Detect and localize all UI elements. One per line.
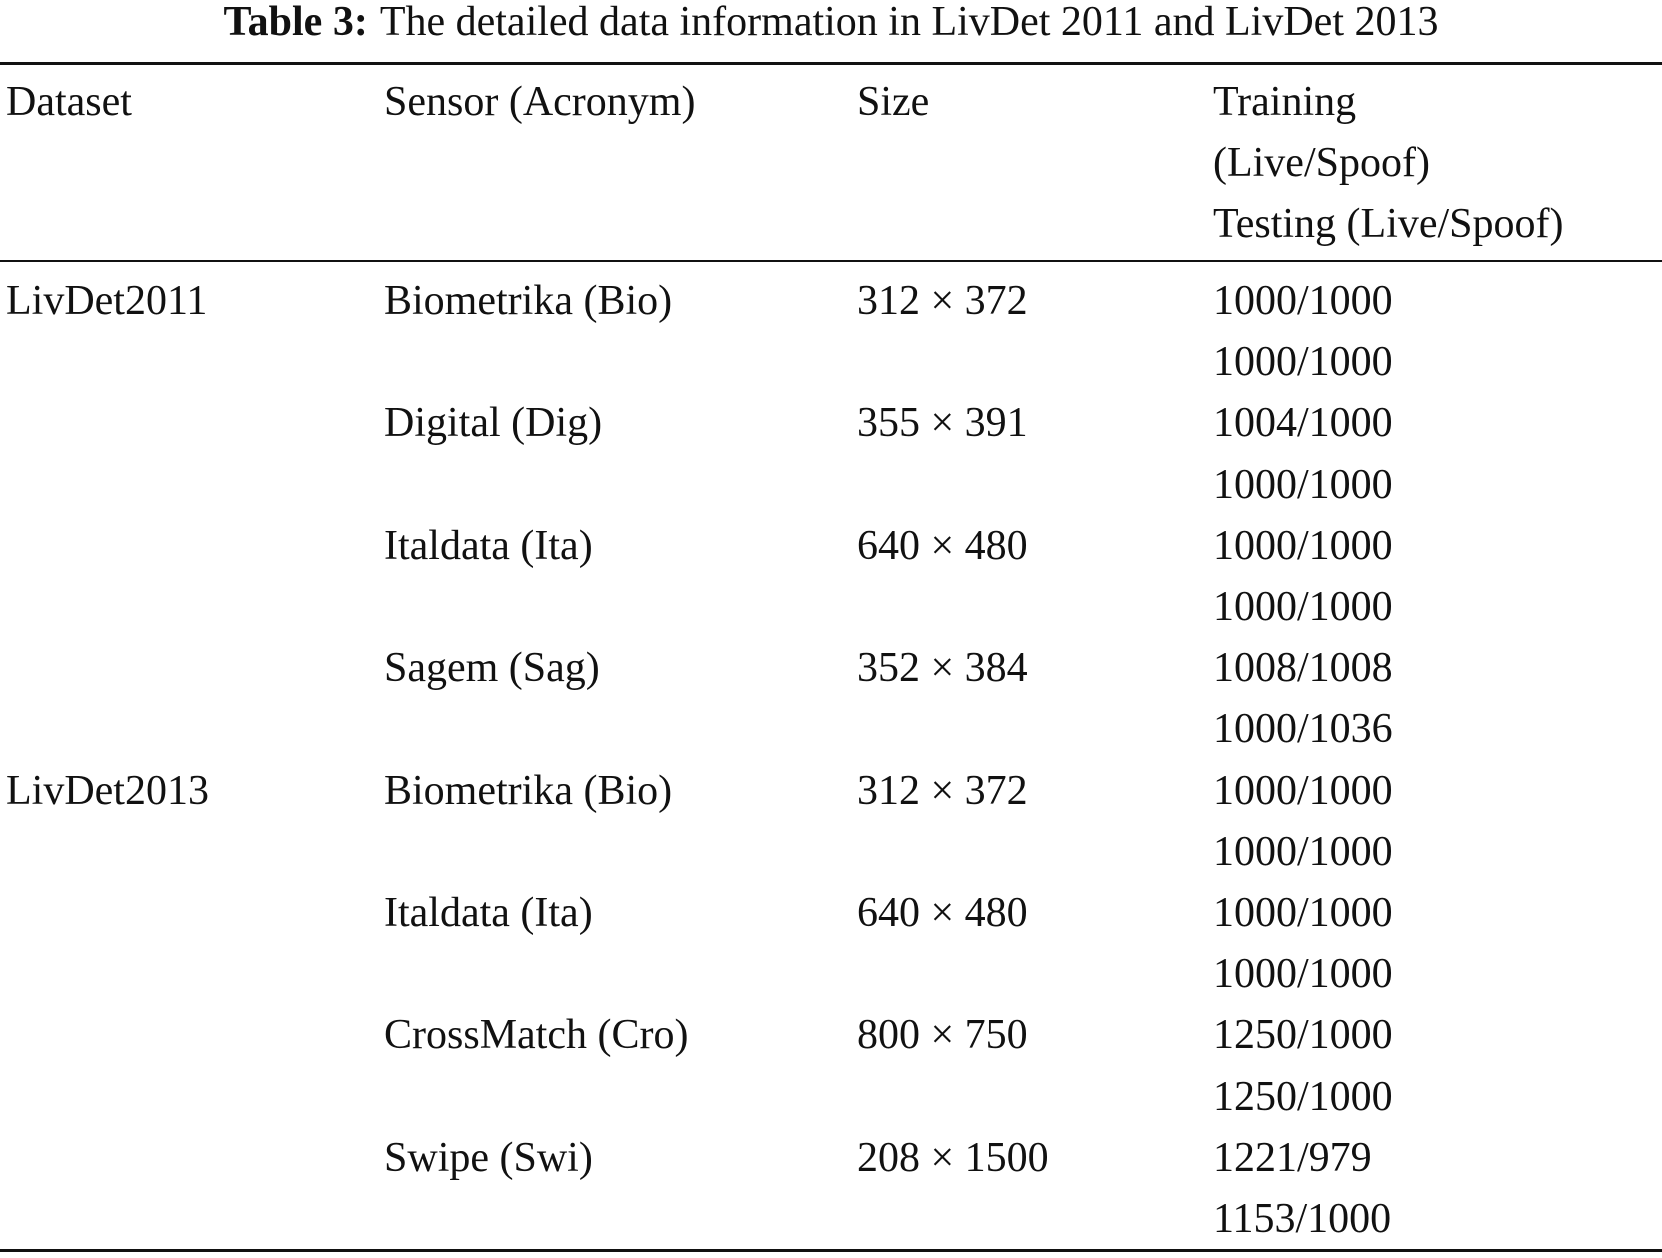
top-rule [0, 62, 1662, 65]
table-caption: Table 3: The detailed data information in… [0, 1, 1662, 43]
bottom-rule [0, 1249, 1662, 1252]
training-cell: 1000/1000 [1213, 767, 1393, 814]
training-cell: 1221/979 [1213, 1134, 1372, 1181]
testing-cell: 1000/1036 [1213, 706, 1393, 753]
training-cell: 1250/1000 [1213, 1012, 1393, 1059]
testing-cell: 1000/1000 [1213, 951, 1393, 998]
sensor-cell: Biometrika (Bio) [384, 767, 673, 814]
header-cell: Testing (Live/Spoof) [1213, 201, 1564, 248]
header-cell: Sensor (Acronym) [384, 79, 696, 125]
sensor-cell: Italdata (Ita) [384, 522, 593, 569]
size-cell: 312 × 372 [857, 767, 1028, 814]
testing-cell: 1153/1000 [1213, 1196, 1392, 1242]
caption-label: Table 3: [223, 0, 368, 45]
sensor-cell: CrossMatch (Cro) [384, 1012, 689, 1059]
size-cell: 640 × 480 [857, 890, 1028, 936]
testing-cell: 1000/1000 [1213, 584, 1393, 630]
sensor-cell: Sagem (Sag) [384, 645, 600, 692]
sensor-cell: Biometrika (Bio) [384, 278, 673, 324]
training-cell: 1004/1000 [1213, 400, 1393, 447]
training-cell: 1000/1000 [1213, 278, 1393, 324]
sensor-cell: Swipe (Swi) [384, 1134, 593, 1181]
training-cell: 1000/1000 [1213, 522, 1393, 569]
header-cell: (Live/Spoof) [1213, 140, 1430, 187]
testing-cell: 1000/1000 [1213, 828, 1393, 875]
training-cell: 1000/1000 [1213, 890, 1393, 936]
dataset-cell: LivDet2011 [6, 278, 208, 324]
size-cell: 352 × 384 [857, 645, 1028, 692]
caption-text: The detailed data information in LivDet … [379, 0, 1439, 45]
header-cell: Size [857, 79, 930, 125]
size-cell: 208 × 1500 [857, 1134, 1049, 1181]
sensor-cell: Digital (Dig) [384, 400, 603, 447]
size-cell: 640 × 480 [857, 522, 1028, 569]
testing-cell: 1000/1000 [1213, 461, 1393, 508]
size-cell: 800 × 750 [857, 1012, 1028, 1059]
testing-cell: 1000/1000 [1213, 339, 1393, 386]
size-cell: 355 × 391 [857, 400, 1028, 447]
size-cell: 312 × 372 [857, 278, 1028, 324]
dataset-cell: LivDet2013 [6, 767, 209, 814]
training-cell: 1008/1008 [1213, 645, 1393, 692]
mid-rule [0, 260, 1662, 262]
sensor-cell: Italdata (Ita) [384, 890, 593, 936]
testing-cell: 1250/1000 [1213, 1073, 1393, 1120]
header-cell: Dataset [6, 79, 132, 125]
header-cell: Training [1213, 79, 1357, 125]
